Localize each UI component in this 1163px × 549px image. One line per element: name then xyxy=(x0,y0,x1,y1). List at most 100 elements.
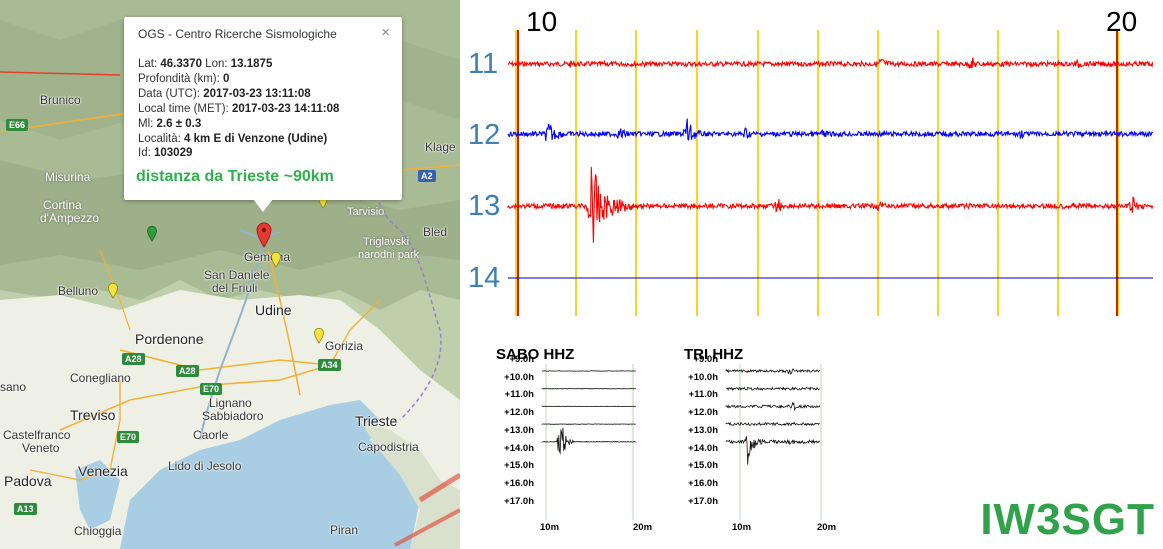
panel-row-label: +10.0h xyxy=(504,371,534,383)
place-label: Lignano xyxy=(209,396,252,410)
local-time-label: Local time (MET): xyxy=(138,102,229,115)
panel-row-label: +15.0h xyxy=(504,460,534,472)
panel-trace xyxy=(725,401,821,412)
helicorder-trace xyxy=(507,166,1154,243)
panel-trace xyxy=(725,368,821,375)
place-label: Padova xyxy=(4,473,52,489)
local-time-value: 2017-03-23 14:11:08 xyxy=(231,102,340,115)
station-pin-icon[interactable] xyxy=(108,283,118,299)
highway-shield: A28 xyxy=(122,353,145,365)
panel-row-label: +11.0h xyxy=(504,389,534,401)
place-label: Cortina xyxy=(43,198,82,212)
station-pin-icon[interactable] xyxy=(271,252,281,268)
location-row: Località: 4 km E di Venzone (Udine) xyxy=(138,132,339,147)
callsign-logo: IW3SGT xyxy=(980,495,1155,544)
panel-trace xyxy=(725,386,820,392)
highway-shield: A28 xyxy=(176,365,199,377)
panel-row-label: +17.0h xyxy=(504,495,534,507)
id-row: Id: 103029 xyxy=(138,146,339,161)
place-label: Capodistria xyxy=(358,440,419,454)
location-value: 4 km E di Venzone (Udine) xyxy=(184,132,328,145)
place-label: d'Ampezzo xyxy=(40,211,99,225)
panel-plot-tri xyxy=(725,364,822,520)
place-label: Belluno xyxy=(58,284,99,298)
helicorder-x-tick: 20 xyxy=(1106,6,1138,37)
highway-shield: A13 xyxy=(14,503,37,515)
panel-row-label: +14.0h xyxy=(504,442,534,454)
highway-shield: A34 xyxy=(318,359,341,371)
helicorder-trace xyxy=(507,57,1154,69)
panel-title-tri: TRI HHZ xyxy=(684,346,744,363)
place-label: Veneto xyxy=(22,441,60,455)
place-label: Conegliano xyxy=(70,371,131,385)
panel-row-label: +15.0h xyxy=(688,460,718,472)
highway-shield: E70 xyxy=(117,431,140,443)
helicorder-row-label: 12 xyxy=(468,119,501,151)
event-details: Lat: 46.3370 Lon: 13.1875 Profondità (km… xyxy=(138,57,339,161)
place-label: Piran xyxy=(330,523,359,537)
place-label: Pordenone xyxy=(135,331,204,347)
panel-row-label: +13.0h xyxy=(688,424,718,436)
id-value: 103029 xyxy=(154,147,193,160)
panel-row-label: +9.0h xyxy=(509,354,534,365)
place-label: Chioggia xyxy=(74,524,122,538)
place-label: sano xyxy=(0,380,27,394)
epicenter-pin-icon[interactable] xyxy=(256,222,272,248)
info-window-pointer xyxy=(253,199,273,212)
helicorder-row-label: 13 xyxy=(468,190,501,222)
highway-shield: E70 xyxy=(200,383,223,395)
panel-row-label: +9.0h xyxy=(693,354,718,365)
place-label: Treviso xyxy=(70,407,116,423)
helicorder-plot xyxy=(507,30,1154,316)
panel-plot-sabo xyxy=(541,364,636,520)
id-label: Id: xyxy=(138,147,151,160)
panel-x-tick: 10m xyxy=(540,522,560,533)
lon-label: Lon: xyxy=(205,58,228,70)
place-label: Lido di Jesolo xyxy=(168,459,242,473)
utc-value: 2017-03-23 13:11:08 xyxy=(203,87,311,100)
helicorder-row-label: 14 xyxy=(468,262,501,294)
panel-row-label: +13.0h xyxy=(504,424,534,436)
place-label: Triglavski xyxy=(363,236,410,248)
lat-value: 46.3370 xyxy=(160,58,202,70)
panel-trace xyxy=(725,421,820,427)
helicorder-row-label: 11 xyxy=(468,48,499,80)
place-label: Klage xyxy=(425,140,456,154)
map-view[interactable]: Brunico Misurina Cortina d'Ampezzo Klage… xyxy=(0,0,460,549)
helicorder-trace xyxy=(507,118,1154,141)
info-window: OGS - Centro Ricerche Sismologiche × Lat… xyxy=(124,17,402,200)
distance-note: distanza da Trieste ~90km xyxy=(136,168,334,185)
place-label: Gemona xyxy=(244,250,291,264)
place-label: Castelfranco xyxy=(3,428,71,442)
place-label: Trieste xyxy=(355,413,398,429)
panel-row-label: +12.0h xyxy=(688,407,718,419)
utc-row: Data (UTC): 2017-03-23 13:11:08 xyxy=(138,87,339,102)
lon-value: 13.1875 xyxy=(230,58,273,70)
lat-label: Lat: xyxy=(138,58,158,70)
panel-x-tick: 20m xyxy=(633,522,653,533)
place-label: Gorizia xyxy=(325,339,364,353)
info-window-title: OGS - Centro Ricerche Sismologiche xyxy=(138,27,337,41)
location-label: Località: xyxy=(138,132,181,145)
panel-row-label: +14.0h xyxy=(688,442,718,454)
panel-row-label: +11.0h xyxy=(688,389,718,401)
lat-lon-row: Lat: 46.3370 Lon: 13.1875 xyxy=(138,57,339,72)
place-label: Misurina xyxy=(45,170,91,184)
panel-row-label: +12.0h xyxy=(504,407,534,419)
place-label: San Daniele xyxy=(204,268,270,282)
place-label: Brunico xyxy=(40,93,81,107)
magnitude-value: 2.6 ± 0.3 xyxy=(156,117,202,130)
highway-shield: A2 xyxy=(418,170,436,182)
panel-row-label: +16.0h xyxy=(688,477,718,489)
panel-row-label: +17.0h xyxy=(688,495,718,507)
station-pin-icon[interactable] xyxy=(147,226,157,242)
place-label: Sabbiadoro xyxy=(202,409,264,423)
close-icon[interactable]: × xyxy=(381,24,390,41)
panel-row-label: +16.0h xyxy=(504,477,534,489)
place-label: del Friuli xyxy=(212,281,258,295)
place-label: Udine xyxy=(255,302,292,318)
magnitude-row: Ml: 2.6 ± 0.3 xyxy=(138,117,339,132)
depth-label: Profondità (km): xyxy=(138,72,220,85)
station-pin-icon[interactable] xyxy=(314,328,324,344)
highway-shield: E66 xyxy=(6,119,29,131)
